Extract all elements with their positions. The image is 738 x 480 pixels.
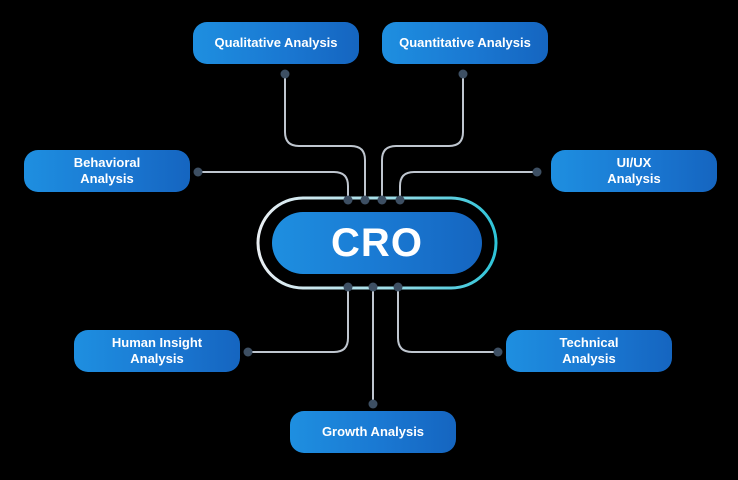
node-label-line-1: Technical	[559, 335, 619, 350]
node-uiux-analysis: UI/UX Analysis	[551, 150, 717, 192]
node-qualitative-analysis: Qualitative Analysis	[193, 22, 359, 64]
wire-behavioral	[197, 171, 349, 201]
node-label-line-2: Analysis	[80, 171, 134, 186]
node-human-insight-analysis: Human Insight Analysis	[74, 330, 240, 372]
node-label-line-1: Human Insight	[111, 335, 203, 350]
dot-ring-bottom-2	[368, 282, 378, 292]
node-label-line-2: Analysis	[607, 171, 661, 186]
cro-center-node: CRO	[272, 212, 482, 274]
dot-human-insight	[243, 347, 253, 357]
node-growth-analysis: Growth Analysis	[290, 411, 456, 453]
wire-uiux	[399, 171, 538, 201]
dot-growth	[368, 399, 378, 409]
node-label-line-2: Analysis	[562, 351, 616, 366]
dot-ring-top-4	[395, 195, 405, 205]
wire-human-insight	[247, 286, 349, 353]
wire-quantitative	[381, 73, 464, 201]
dot-ring-top-3	[377, 195, 387, 205]
node-label-line-1: Behavioral	[73, 155, 141, 170]
dot-behavioral	[193, 167, 203, 177]
node-label: Growth Analysis	[321, 424, 425, 439]
node-technical-analysis: Technical Analysis	[506, 330, 672, 372]
wire-qualitative	[284, 73, 366, 201]
node-label: Quantitative Analysis	[399, 35, 531, 50]
node-behavioral-analysis: Behavioral Analysis	[24, 150, 190, 192]
node-label-line-2: Analysis	[130, 351, 184, 366]
node-label-line-1: UI/UX	[616, 155, 652, 170]
node-label: Qualitative Analysis	[214, 35, 338, 50]
wire-technical	[397, 286, 499, 353]
node-quantitative-analysis: Quantitative Analysis	[382, 22, 548, 64]
dot-quantitative	[458, 69, 468, 79]
dot-ring-bottom-1	[343, 282, 353, 292]
dot-ring-bottom-3	[393, 282, 403, 292]
dot-technical	[493, 347, 503, 357]
dot-uiux	[532, 167, 542, 177]
dot-qualitative	[280, 69, 290, 79]
dot-ring-top-1	[343, 195, 353, 205]
dot-ring-top-2	[360, 195, 370, 205]
